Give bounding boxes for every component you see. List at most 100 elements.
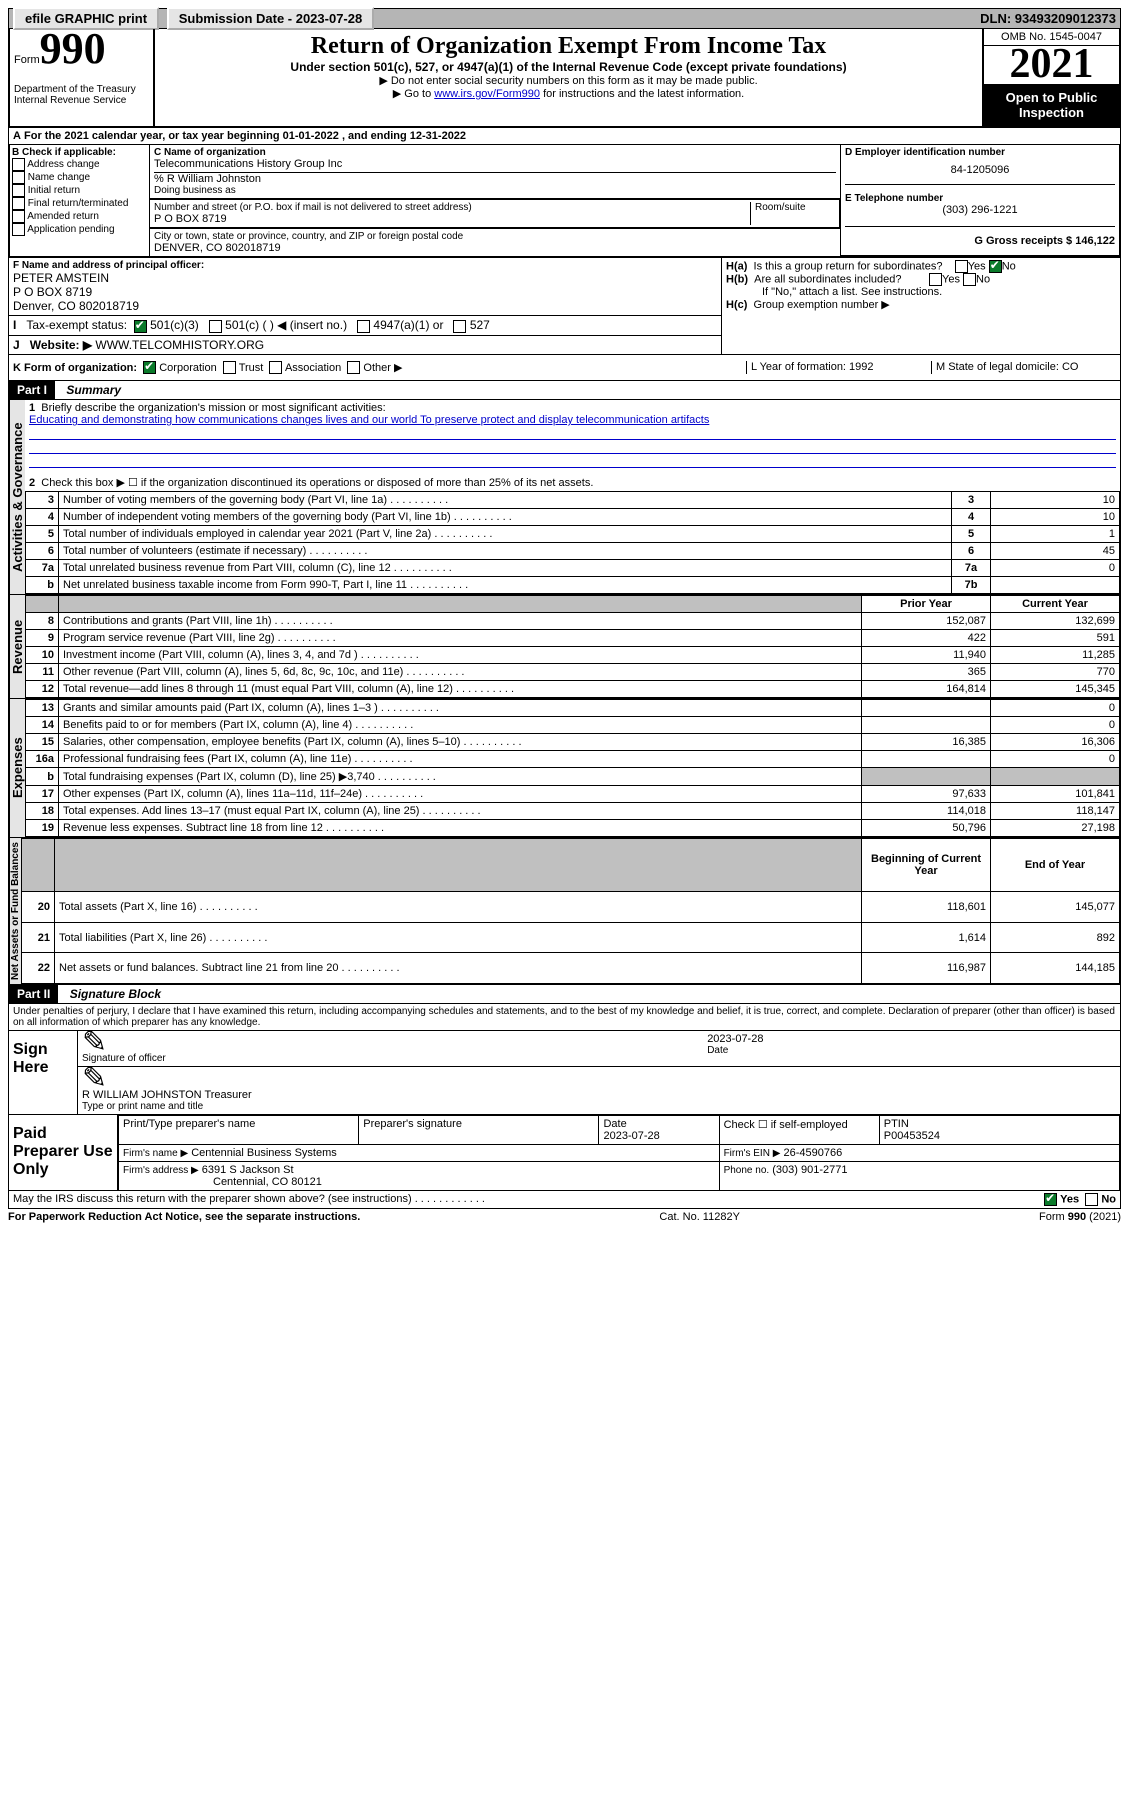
k-assoc[interactable] — [269, 361, 282, 374]
part2-bar: Part II — [9, 985, 58, 1003]
tax-year: 2021 — [984, 46, 1119, 84]
line-num: 16a — [26, 751, 59, 768]
line-num: 18 — [26, 803, 59, 820]
chk-final-return[interactable]: Final return/terminated — [12, 197, 147, 210]
form-subtitle: Under section 501(c), 527, or 4947(a)(1)… — [159, 60, 978, 74]
line-desc: Other revenue (Part VIII, column (A), li… — [59, 664, 862, 681]
firm-addr1: 6391 S Jackson St — [202, 1164, 294, 1176]
hb-no[interactable] — [963, 273, 976, 286]
k-corp[interactable] — [143, 361, 156, 374]
line-box: 7b — [952, 577, 991, 594]
officer-name: PETER AMSTEIN — [13, 271, 717, 285]
pra-notice: For Paperwork Reduction Act Notice, see … — [8, 1211, 360, 1223]
current-year: 145,077 — [991, 891, 1120, 922]
paid-preparer-label: Paid Preparer Use Only — [9, 1115, 118, 1190]
dln: DLN: 93493209012373 — [980, 11, 1116, 26]
irs-label: Internal Revenue Service — [14, 95, 149, 106]
firm-addr2: Centennial, CO 80121 — [123, 1176, 322, 1188]
chk-501c[interactable] — [209, 320, 222, 333]
line-value: 1 — [991, 526, 1120, 543]
col-header: End of Year — [991, 839, 1120, 892]
mission-text[interactable]: Educating and demonstrating how communic… — [29, 414, 709, 426]
line-desc: Total unrelated business revenue from Pa… — [59, 560, 952, 577]
officer-addr2: Denver, CO 802018719 — [13, 299, 717, 313]
col-header: Current Year — [991, 596, 1120, 613]
k-other[interactable] — [347, 361, 360, 374]
open-to-public: Open to Public Inspection — [984, 84, 1119, 126]
k-trust[interactable] — [223, 361, 236, 374]
line-box: 5 — [952, 526, 991, 543]
revenue-table: Prior Year Current Year 8 Contributions a… — [25, 595, 1120, 698]
line-value: 10 — [991, 492, 1120, 509]
dept-treasury: Department of the Treasury — [14, 84, 149, 95]
line-value: 45 — [991, 543, 1120, 560]
prior-year: 365 — [862, 664, 991, 681]
section-k: K Form of organization: Corporation Trus… — [13, 361, 746, 375]
line-box: 4 — [952, 509, 991, 526]
discuss-row: May the IRS discuss this return with the… — [8, 1191, 1121, 1209]
line-desc: Revenue less expenses. Subtract line 18 … — [59, 820, 862, 837]
current-year: 892 — [991, 922, 1120, 953]
line-num: 12 — [26, 681, 59, 698]
line-num: 8 — [26, 613, 59, 630]
chk-501c3[interactable] — [134, 320, 147, 333]
current-year: 101,841 — [991, 786, 1120, 803]
pt-date: 2023-07-28 — [603, 1130, 659, 1142]
line-desc: Total liabilities (Part X, line 26) — [55, 922, 862, 953]
line-num: 14 — [26, 717, 59, 734]
line-desc: Number of voting members of the governin… — [59, 492, 952, 509]
line-num: 7a — [26, 560, 59, 577]
date-label: Date — [707, 1045, 1116, 1056]
chk-amended-return[interactable]: Amended return — [12, 210, 147, 223]
side-expenses: Expenses — [9, 699, 25, 837]
header-block-bg: B Check if applicable: Address change Na… — [8, 145, 1121, 259]
line-num: 17 — [26, 786, 59, 803]
section-b-checks: B Check if applicable: Address change Na… — [10, 145, 150, 257]
chk-application-pending[interactable]: Application pending — [12, 223, 147, 236]
chk-address-change[interactable]: Address change — [12, 158, 147, 171]
prior-year: 164,814 — [862, 681, 991, 698]
col-header: Beginning of Current Year — [862, 839, 991, 892]
current-year: 118,147 — [991, 803, 1120, 820]
pt-sig-label: Preparer's signature — [359, 1116, 599, 1145]
discuss-no[interactable] — [1085, 1193, 1098, 1206]
line-num: b — [26, 577, 59, 594]
ha-yes[interactable] — [955, 260, 968, 273]
line-desc: Total revenue—add lines 8 through 11 (mu… — [59, 681, 862, 698]
chk-527[interactable] — [453, 320, 466, 333]
line-num: 5 — [26, 526, 59, 543]
form990-link[interactable]: www.irs.gov/Form990 — [434, 88, 540, 100]
line-num: 21 — [22, 922, 55, 953]
line-a-taxyear: A For the 2021 calendar year, or tax yea… — [8, 128, 1121, 145]
line-num: 13 — [26, 700, 59, 717]
line-box: 6 — [952, 543, 991, 560]
chk-name-change[interactable]: Name change — [12, 171, 147, 184]
current-year: 0 — [991, 751, 1120, 768]
section-h: H(a) Is this a group return for subordin… — [722, 258, 1120, 353]
chk-initial-return[interactable]: Initial return — [12, 184, 147, 197]
summary-revenue: Revenue Prior Year Current Year8 Contrib… — [8, 595, 1121, 699]
pt-self-employed: Check ☐ if self-employed — [719, 1116, 879, 1145]
cat-no: Cat. No. 11282Y — [659, 1211, 740, 1223]
city-value: DENVER, CO 802018719 — [154, 242, 836, 254]
ha-no[interactable] — [989, 260, 1002, 273]
website-value: WWW.TELCOMHISTORY.ORG — [95, 338, 264, 352]
line-num: 11 — [26, 664, 59, 681]
line-desc: Net unrelated business taxable income fr… — [59, 577, 952, 594]
form-version: Form 990 (2021) — [1039, 1211, 1121, 1223]
line-desc: Contributions and grants (Part VIII, lin… — [59, 613, 862, 630]
part2-header: Part II Signature Block — [8, 985, 1121, 1004]
line-box: 7a — [952, 560, 991, 577]
submission-date-button[interactable]: Submission Date - 2023-07-28 — [167, 7, 375, 30]
hb-yes[interactable] — [929, 273, 942, 286]
g-gross-receipts: G Gross receipts $ 146,122 — [845, 235, 1115, 247]
line-value — [991, 577, 1120, 594]
current-year: 145,345 — [991, 681, 1120, 698]
line-desc: Total number of individuals employed in … — [59, 526, 952, 543]
top-bar: efile GRAPHIC print Submission Date - 20… — [8, 8, 1121, 29]
current-year: 27,198 — [991, 820, 1120, 837]
line-num: 4 — [26, 509, 59, 526]
col-header: Prior Year — [862, 596, 991, 613]
discuss-yes[interactable] — [1044, 1193, 1057, 1206]
chk-4947[interactable] — [357, 320, 370, 333]
